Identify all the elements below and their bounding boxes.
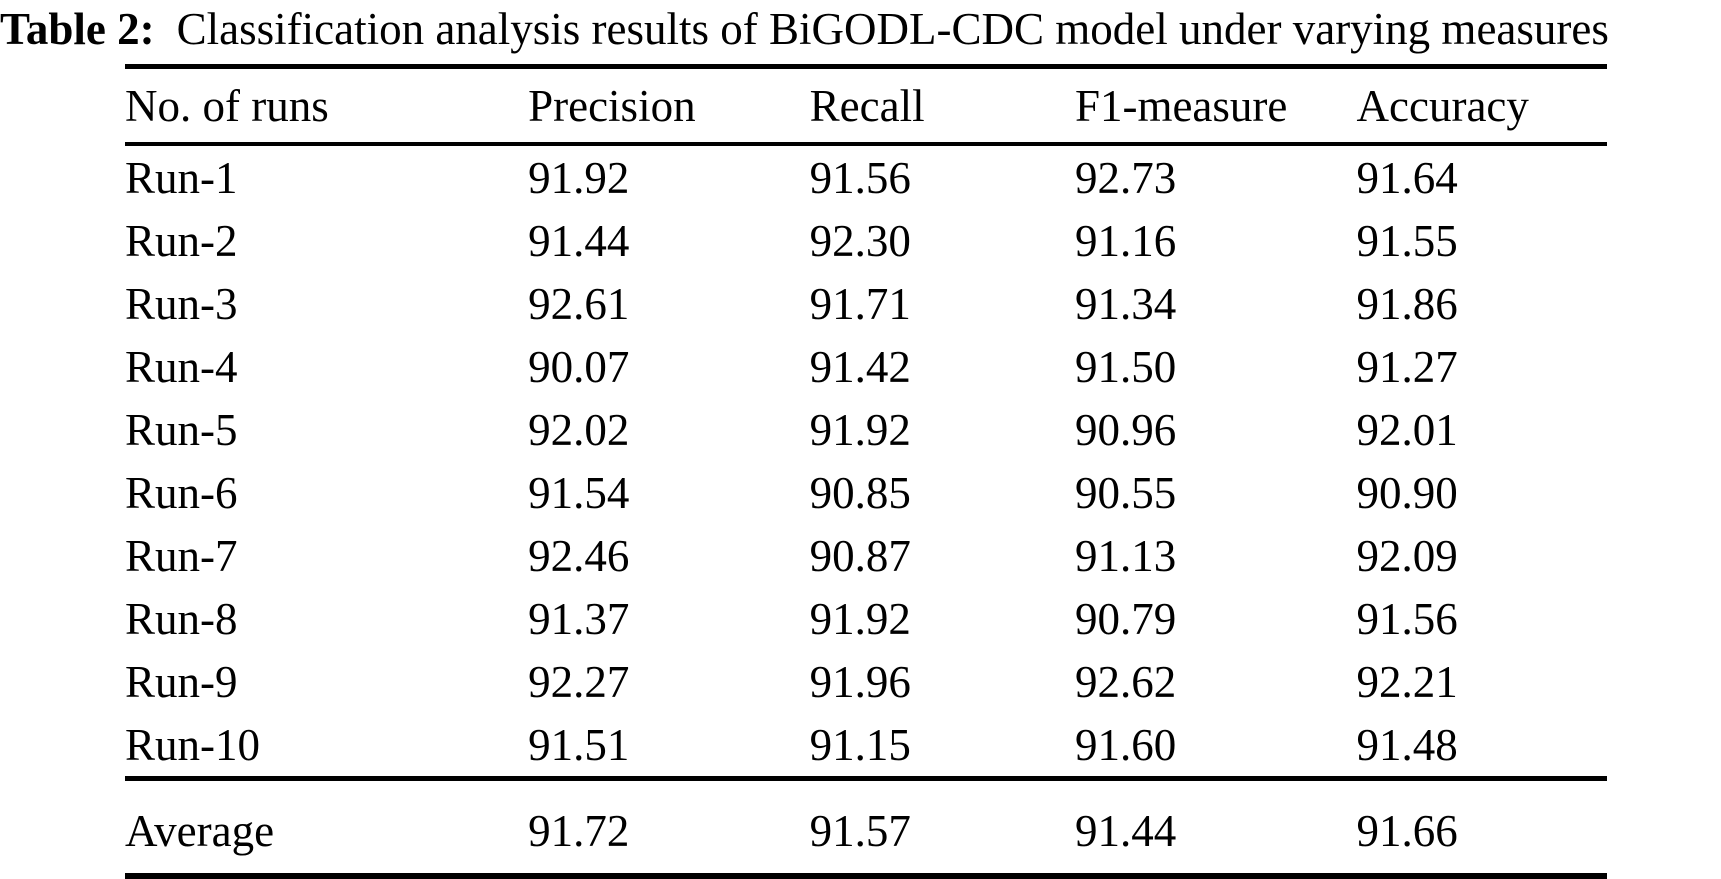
cell-average-precision: 91.72 bbox=[528, 776, 810, 879]
cell-f1: 91.50 bbox=[1074, 341, 1177, 392]
table-row: Run-8 91.37 91.92 90.79 91.56 bbox=[125, 587, 1607, 650]
cell-accuracy: 91.55 bbox=[1356, 215, 1458, 266]
cell-recall: 91.71 bbox=[809, 278, 911, 329]
cell-precision: 92.61 bbox=[528, 278, 630, 329]
cell-precision: 91.54 bbox=[528, 467, 630, 518]
cell-recall: 92.30 bbox=[809, 215, 911, 266]
cell-accuracy: 91.56 bbox=[1356, 593, 1458, 644]
cell-average-recall: 91.57 bbox=[809, 776, 1075, 879]
cell-run: Run-3 bbox=[125, 278, 238, 329]
cell-precision: 92.02 bbox=[528, 404, 630, 455]
table-caption-label: Table 2: bbox=[0, 4, 155, 54]
cell-precision: 92.46 bbox=[528, 530, 630, 581]
cell-recall: 91.92 bbox=[809, 404, 911, 455]
cell-f1: 91.16 bbox=[1074, 215, 1177, 266]
cell-f1: 92.73 bbox=[1074, 152, 1177, 203]
table-row: Run-7 92.46 90.87 91.13 92.09 bbox=[125, 524, 1607, 587]
table-row: Run-2 91.44 92.30 91.16 91.55 bbox=[125, 209, 1607, 272]
table-caption-text: Classification analysis results of BiGOD… bbox=[176, 4, 1609, 54]
cell-recall: 91.56 bbox=[809, 152, 911, 203]
cell-f1: 91.34 bbox=[1074, 278, 1177, 329]
average-row: Average 91.72 91.57 91.44 91.66 bbox=[125, 776, 1607, 879]
cell-accuracy: 91.86 bbox=[1356, 278, 1458, 329]
cell-run: Run-1 bbox=[125, 152, 238, 203]
table-caption: Table 2: Classification analysis results … bbox=[0, 2, 1721, 56]
cell-precision: 91.92 bbox=[528, 152, 630, 203]
cell-accuracy: 91.27 bbox=[1356, 341, 1458, 392]
table-row: Run-4 90.07 91.42 91.50 91.27 bbox=[125, 335, 1607, 398]
cell-run: Run-2 bbox=[125, 215, 238, 266]
cell-accuracy: 91.64 bbox=[1356, 152, 1458, 203]
table-row: Run-5 92.02 91.92 90.96 92.01 bbox=[125, 398, 1607, 461]
table-row: Run-10 91.51 91.15 91.60 91.48 bbox=[125, 713, 1607, 779]
table-row: Run-3 92.61 91.71 91.34 91.86 bbox=[125, 272, 1607, 335]
column-header-runs: No. of runs bbox=[125, 64, 529, 146]
column-header-accuracy: Accuracy bbox=[1356, 64, 1607, 146]
table-row: Run-9 92.27 91.96 92.62 92.21 bbox=[125, 650, 1607, 713]
column-header-precision: Precision bbox=[528, 64, 810, 146]
cell-f1: 90.96 bbox=[1074, 404, 1177, 455]
cell-run: Run-10 bbox=[125, 719, 260, 770]
cell-precision: 91.44 bbox=[528, 215, 630, 266]
table-row: Run-6 91.54 90.85 90.55 90.90 bbox=[125, 461, 1607, 524]
cell-accuracy: 91.48 bbox=[1356, 719, 1458, 770]
cell-accuracy: 92.21 bbox=[1356, 656, 1458, 707]
cell-recall: 91.15 bbox=[809, 719, 911, 770]
cell-f1: 90.79 bbox=[1074, 593, 1177, 644]
cell-precision: 90.07 bbox=[528, 341, 630, 392]
cell-run: Run-8 bbox=[125, 593, 238, 644]
cell-recall: 90.85 bbox=[809, 467, 911, 518]
column-header-f1: F1-measure bbox=[1074, 64, 1357, 146]
cell-f1: 90.55 bbox=[1074, 467, 1177, 518]
cell-average-f1: 91.44 bbox=[1074, 776, 1357, 879]
cell-recall: 91.42 bbox=[809, 341, 911, 392]
cell-run: Run-9 bbox=[125, 656, 238, 707]
cell-precision: 91.37 bbox=[528, 593, 630, 644]
cell-run: Run-7 bbox=[125, 530, 238, 581]
cell-average-label: Average bbox=[125, 776, 529, 879]
cell-recall: 91.92 bbox=[809, 593, 911, 644]
cell-accuracy: 92.01 bbox=[1356, 404, 1458, 455]
cell-precision: 91.51 bbox=[528, 719, 630, 770]
cell-average-accuracy: 91.66 bbox=[1356, 776, 1607, 879]
cell-recall: 90.87 bbox=[809, 530, 911, 581]
cell-accuracy: 90.90 bbox=[1356, 467, 1458, 518]
cell-f1: 92.62 bbox=[1074, 656, 1177, 707]
results-table: No. of runs Precision Recall F1-measure … bbox=[125, 64, 1607, 879]
cell-recall: 91.96 bbox=[809, 656, 911, 707]
cell-run: Run-5 bbox=[125, 404, 238, 455]
column-header-recall: Recall bbox=[809, 64, 1075, 146]
cell-precision: 92.27 bbox=[528, 656, 630, 707]
table-row: Run-1 91.92 91.56 92.73 91.64 bbox=[125, 144, 1607, 209]
cell-run: Run-4 bbox=[125, 341, 238, 392]
cell-run: Run-6 bbox=[125, 467, 238, 518]
header-row: No. of runs Precision Recall F1-measure … bbox=[125, 64, 1607, 146]
cell-f1: 91.60 bbox=[1074, 719, 1177, 770]
cell-accuracy: 92.09 bbox=[1356, 530, 1458, 581]
cell-f1: 91.13 bbox=[1074, 530, 1177, 581]
